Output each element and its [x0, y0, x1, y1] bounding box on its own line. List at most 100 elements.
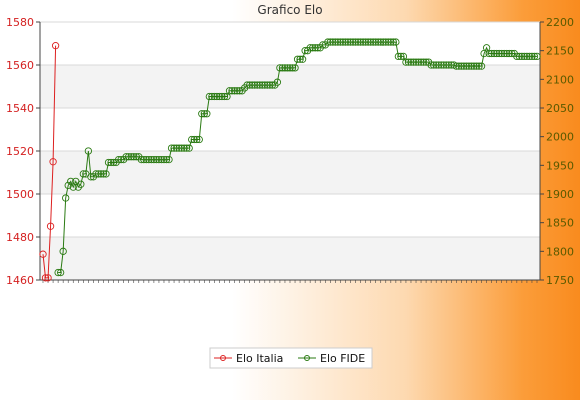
right-tick-label: 1900 — [546, 188, 574, 201]
elo-fide-point — [142, 155, 150, 164]
elo-fide-point — [500, 49, 508, 58]
elo-fide-point — [520, 52, 529, 61]
elo-fide-point — [94, 170, 103, 178]
elo-fide-point — [457, 62, 466, 70]
elo-fide-point — [455, 62, 463, 70]
elo-fide-point — [402, 58, 410, 66]
elo-fide-point — [334, 38, 342, 46]
elo-fide-point — [518, 52, 526, 61]
elo-fide-point — [137, 155, 145, 164]
elo-fide-point — [147, 155, 156, 164]
elo-fide-point — [430, 61, 438, 69]
elo-fide-point — [230, 87, 239, 95]
elo-fide-point — [215, 92, 224, 101]
elo-fide-point — [530, 52, 539, 61]
elo-fide-point — [162, 155, 171, 164]
elo-fide-point — [228, 87, 236, 95]
elo-fide-point — [498, 49, 506, 58]
plot-band — [40, 65, 540, 108]
series-elo-fide — [54, 38, 541, 277]
elo-fide-point — [77, 180, 85, 188]
elo-fide-point — [346, 38, 355, 46]
elo-fide-point — [79, 170, 87, 178]
elo-fide-point — [145, 155, 153, 164]
elo-fide-point — [460, 62, 468, 70]
elo-fide-point — [256, 81, 264, 89]
elo-fide-point — [296, 55, 304, 63]
elo-fide-point — [437, 61, 445, 69]
elo-fide-point — [359, 38, 367, 46]
right-tick-label: 1850 — [546, 217, 574, 230]
elo-fide-point — [243, 81, 251, 89]
elo-fide-point — [407, 58, 415, 66]
elo-fide-point — [372, 38, 380, 46]
elo-fide-point — [64, 181, 72, 190]
elo-fide-point — [263, 81, 271, 89]
left-tick-label: 1460 — [6, 274, 34, 287]
elo-fide-point — [165, 155, 173, 164]
elo-fide-point — [445, 61, 453, 69]
elo-fide-point — [309, 44, 317, 52]
series-elo-italia — [39, 42, 60, 282]
elo-fide-point — [208, 92, 216, 101]
legend: Elo Italia Elo FIDE — [209, 347, 373, 369]
elo-fide-point — [246, 81, 254, 89]
elo-fide-point — [107, 158, 115, 167]
elo-fide-point — [361, 38, 370, 46]
elo-fide-point — [298, 55, 307, 63]
elo-fide-point — [190, 135, 198, 144]
elo-fide-point — [339, 38, 347, 46]
elo-fide-point — [525, 52, 534, 61]
elo-fide-point — [84, 147, 93, 155]
elo-fide-point — [251, 81, 259, 89]
right-tick-label: 1800 — [546, 245, 574, 258]
elo-fide-point — [515, 52, 524, 61]
elo-fide-point — [364, 38, 372, 46]
elo-fide-point — [266, 81, 274, 89]
elo-fide-point — [102, 170, 110, 178]
elo-fide-point — [528, 52, 536, 61]
elo-fide-point — [175, 144, 183, 152]
elo-fide-point — [278, 64, 287, 72]
elo-fide-point — [288, 64, 297, 72]
elo-fide-point — [125, 153, 133, 161]
legend-box — [209, 347, 373, 369]
left-tick-label: 1500 — [6, 188, 34, 201]
elo-fide-point — [329, 38, 337, 46]
elo-fide-point — [377, 38, 385, 46]
elo-fide-point — [180, 144, 188, 152]
elo-fide-point — [389, 38, 397, 46]
elo-fide-point — [291, 64, 299, 72]
elo-fide-point — [452, 62, 460, 70]
elo-fide-point — [351, 38, 360, 46]
elo-fide-point — [311, 44, 319, 52]
elo-fide-point — [92, 170, 100, 178]
elo-fide-point — [344, 38, 352, 46]
elo-fide-point — [462, 62, 471, 70]
elo-fide-point — [283, 64, 292, 72]
elo-fide-point — [379, 38, 387, 46]
elo-fide-point — [349, 38, 357, 46]
elo-italia-point — [44, 274, 52, 282]
elo-fide-point — [281, 64, 289, 72]
elo-fide-point — [397, 52, 405, 61]
elo-italia-point — [39, 250, 47, 258]
elo-fide-point — [276, 64, 284, 72]
right-tick-label: 2150 — [546, 45, 574, 58]
elo-fide-point — [59, 247, 67, 255]
elo-fide-point — [233, 87, 241, 95]
elo-fide-point — [62, 194, 70, 202]
elo-fide-point — [369, 38, 377, 46]
right-tick-label: 1950 — [546, 159, 574, 172]
elo-fide-point — [220, 92, 229, 101]
elo-fide-point — [261, 81, 269, 89]
elo-fide-point — [356, 38, 365, 46]
elo-fide-point — [127, 153, 135, 161]
elo-fide-point — [306, 44, 314, 52]
elo-fide-point — [193, 135, 201, 144]
elo-fide-point — [188, 135, 196, 144]
legend-label-italia: Elo Italia — [236, 352, 283, 365]
right-tick-label: 2100 — [546, 73, 574, 86]
elo-fide-point — [409, 58, 418, 66]
x-axis-ticks — [42, 280, 538, 283]
